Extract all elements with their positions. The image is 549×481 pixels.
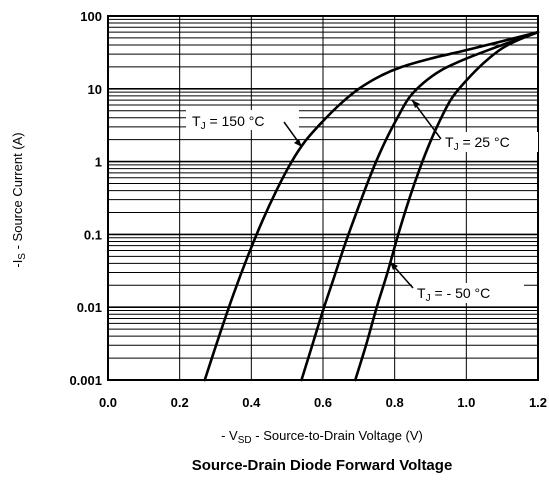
x-tick-label: 0.6 [314, 395, 332, 410]
tick-labels: 0.0 0.2 0.4 0.6 0.8 1.0 1.2 0.001 0.01 0.1 1 10 100 [69, 9, 547, 410]
y-tick-label: 0.001 [69, 373, 102, 388]
grid-lines [107, 16, 539, 381]
x-tick-label: 0.4 [242, 395, 261, 410]
series-label-minus50c: TJ = - 50 °C [417, 285, 490, 304]
y-tick-label: 10 [88, 82, 102, 97]
series-label-150c: TJ = 150 °C [192, 113, 264, 132]
annotation-25c: TJ = 25 °C [411, 99, 538, 153]
plot-frame [107, 15, 539, 381]
x-axis-label: - VSD - Source-to-Drain Voltage (V) [221, 428, 423, 446]
series-label-25c: TJ = 25 °C [445, 134, 510, 153]
series-curve-2 [353, 30, 540, 382]
y-tick-label: 0.01 [77, 300, 102, 315]
x-tick-label: 0.0 [99, 395, 117, 410]
x-tick-label: 0.2 [171, 395, 189, 410]
series-curve-1 [300, 30, 540, 382]
y-axis-label: -IS - Source Current (A) [10, 132, 28, 267]
y-tick-label: 1 [95, 155, 102, 170]
x-tick-label: 1.0 [457, 395, 475, 410]
y-tick-label: 100 [80, 9, 102, 24]
series-curves [203, 30, 540, 382]
x-tick-label: 1.2 [529, 395, 547, 410]
series-curve-0 [203, 30, 540, 382]
y-tick-label: 0.1 [84, 227, 102, 242]
annotation-minus50c: TJ = - 50 °C [389, 261, 524, 304]
annotation-150c: TJ = 150 °C [186, 110, 303, 148]
x-tick-label: 0.8 [386, 395, 404, 410]
chart-caption: Source-Drain Diode Forward Voltage [192, 457, 453, 474]
